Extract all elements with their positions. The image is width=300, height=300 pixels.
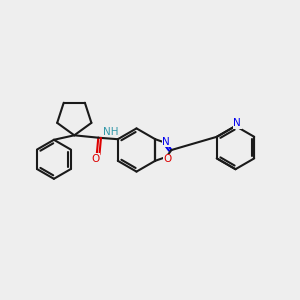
Text: O: O — [164, 154, 172, 164]
Text: N: N — [233, 118, 241, 128]
Text: N: N — [163, 136, 170, 147]
Text: O: O — [91, 154, 99, 164]
Text: NH: NH — [103, 127, 119, 137]
